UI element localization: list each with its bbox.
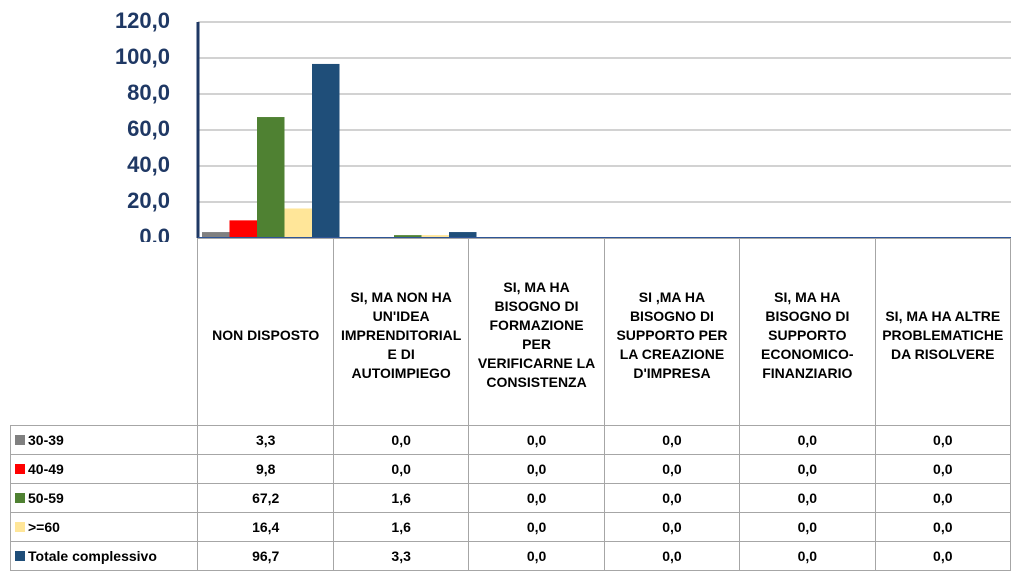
bar [449,232,477,238]
legend-label: 30-39 [28,432,64,448]
table-row: Totale complessivo 96,7 3,3 0,0 0,0 0,0 0,0 [9,541,1011,571]
value-label: 96,7 [197,541,334,571]
value-label: 0,0 [468,512,605,542]
legend-key [15,551,25,561]
header-row: NON DISPOSTO SI, MA NON HA UN'IDEA IMPREN… [11,238,1011,426]
legend-label: 50-59 [28,490,64,506]
value-label: 0,0 [874,483,1011,513]
legend-entry: 30-39 [9,425,199,455]
x-tick-label: SI, MA HA ALTRE PROBLEMATICHE DA RISOLVE… [874,238,1011,426]
bar [421,235,449,238]
value-label: 0,0 [468,483,605,513]
y-tick-label: 0,0 [139,224,170,242]
table-row: >=60 16,4 1,6 0,0 0,0 0,0 0,0 [9,512,1011,542]
data-table: NON DISPOSTO SI, MA NON HA UN'IDEA IMPREN… [9,238,1011,571]
y-tick-label: 100,0 [115,44,170,69]
value-label: 67,2 [197,483,334,513]
value-label: 0,0 [603,512,741,542]
y-tick-label: 20,0 [127,188,170,213]
value-label: 0,0 [874,512,1011,542]
value-label: 3,3 [197,425,334,455]
legend-key [15,464,25,474]
legend-key [15,522,25,532]
legend-label: >=60 [28,519,60,535]
value-label: 0,0 [739,541,876,571]
value-label: 1,6 [332,483,470,513]
value-label: 3,3 [332,541,470,571]
legend-label: Totale complessivo [28,548,157,564]
blank-cell [11,239,198,426]
x-tick-label: SI, MA HA BISOGNO DI FORMAZIONE PER VERI… [468,238,605,426]
x-tick-label: SI, MA NON HA UN'IDEA IMPRENDITORIALE DI… [332,238,470,426]
legend-label: 40-49 [28,461,64,477]
value-label: 0,0 [468,454,605,484]
bar [229,220,257,238]
bar [284,208,312,238]
y-tick-label: 40,0 [127,152,170,177]
legend-key [15,435,25,445]
legend-entry: Totale complessivo [9,541,199,571]
value-label: 0,0 [603,541,741,571]
value-label: 0,0 [739,425,876,455]
bar [394,235,422,238]
value-label: 0,0 [603,483,741,513]
table-row: 40-49 9,8 0,0 0,0 0,0 0,0 0,0 [9,454,1011,484]
value-label: 0,0 [603,425,741,455]
value-label: 0,0 [739,483,876,513]
bar [257,117,285,238]
bar [202,232,230,238]
x-tick-label: SI, MA HA BISOGNO DI SUPPORTO ECONOMICO-… [739,238,876,426]
table-row: 50-59 67,2 1,6 0,0 0,0 0,0 0,0 [9,483,1011,513]
x-tick-label: SI ,MA HA BISOGNO DI SUPPORTO PER LA CRE… [603,238,741,426]
value-label: 0,0 [468,541,605,571]
x-tick-label: NON DISPOSTO [197,238,334,426]
value-label: 0,0 [332,454,470,484]
table-row: 30-39 3,3 0,0 0,0 0,0 0,0 0,0 [9,425,1011,455]
y-tick-label: 80,0 [127,80,170,105]
bar [312,63,340,238]
value-label: 0,0 [603,454,741,484]
y-tick-label: 60,0 [127,116,170,141]
plot-area: 0,0 20,0 40,0 60,0 80,0 100,0 120,0 [115,8,1011,242]
value-label: 0,0 [874,541,1011,571]
value-label: 0,0 [468,425,605,455]
value-label: 1,6 [332,512,470,542]
value-label: 0,0 [874,425,1011,455]
value-label: 0,0 [739,454,876,484]
value-label: 0,0 [739,512,876,542]
y-tick-label: 120,0 [115,8,170,33]
legend-key [15,493,25,503]
value-label: 16,4 [197,512,334,542]
value-label: 0,0 [874,454,1011,484]
value-label: 9,8 [197,454,334,484]
legend-entry: >=60 [9,512,199,542]
legend-entry: 40-49 [9,454,199,484]
value-label: 0,0 [332,425,470,455]
legend-entry: 50-59 [9,483,199,513]
